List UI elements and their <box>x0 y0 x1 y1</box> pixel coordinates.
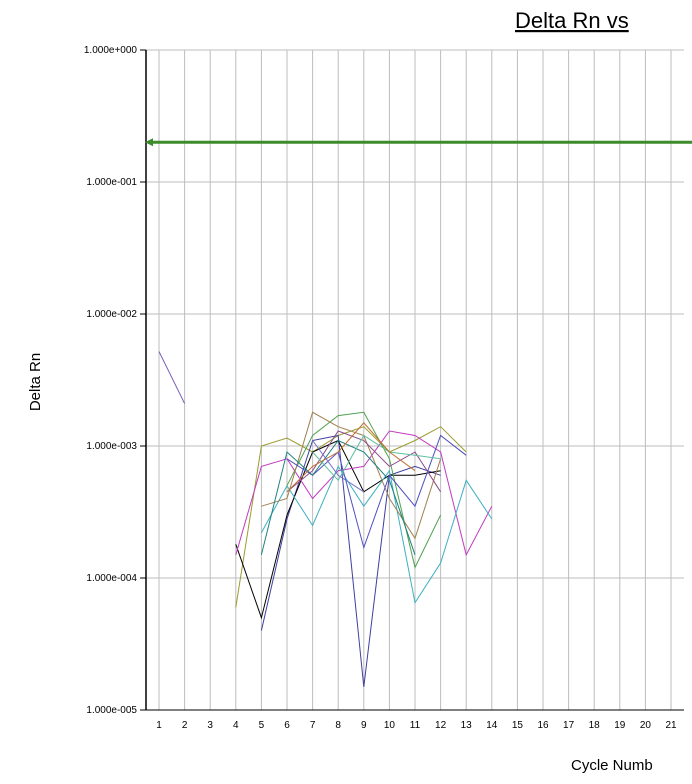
y-tick-label: 1.000e-005 <box>86 705 137 716</box>
x-tick-label: 21 <box>665 720 677 731</box>
chart-title: Delta Rn vs <box>515 8 629 33</box>
x-tick-label: 2 <box>182 720 188 731</box>
y-tick-label: 1.000e+000 <box>84 45 138 56</box>
data-series <box>158 351 493 687</box>
x-tick-label: 18 <box>589 720 601 731</box>
series-line-6 <box>260 465 493 605</box>
y-tick-label: 1.000e-001 <box>86 177 137 188</box>
series-line-10 <box>260 439 416 555</box>
axes <box>140 49 684 711</box>
x-tick-label: 9 <box>361 720 367 731</box>
series-line-9 <box>286 434 467 550</box>
y-tick-label: 1.000e-003 <box>86 441 137 452</box>
x-tick-label: 5 <box>259 720 265 731</box>
x-tick-label: 1 <box>156 720 162 731</box>
x-tick-label: 4 <box>233 720 239 731</box>
tick-labels: 1 2 3 4 5 6 7 8 9 10 11 12 13 14 15 16 17 18 19 20 211.000e+… <box>84 45 677 731</box>
x-tick-label: 7 <box>310 720 316 731</box>
x-tick-label: 20 <box>640 720 652 731</box>
threshold-arrow-icon <box>145 138 153 147</box>
series-line-13 <box>286 422 416 493</box>
x-tick-label: 15 <box>512 720 524 731</box>
x-tick-label: 12 <box>435 720 447 731</box>
y-tick-label: 1.000e-002 <box>86 309 137 320</box>
x-tick-label: 13 <box>461 720 473 731</box>
x-tick-label: 10 <box>384 720 396 731</box>
x-tick-label: 19 <box>614 720 626 731</box>
y-axis-label: Delta Rn <box>27 353 44 411</box>
y-tick-label: 1.000e-004 <box>86 573 137 584</box>
x-tick-label: 14 <box>486 720 498 731</box>
x-tick-label: 16 <box>537 720 549 731</box>
x-tick-label: 11 <box>410 720 421 731</box>
x-tick-label: 6 <box>284 720 290 731</box>
x-tick-label: 17 <box>563 720 575 731</box>
series-line-7 <box>286 411 442 569</box>
series-line-11 <box>286 430 442 493</box>
series-line-5 <box>235 430 493 557</box>
series-line-14 <box>312 440 365 493</box>
series-line-8 <box>261 411 442 540</box>
gridlines <box>146 49 684 711</box>
threshold-layer <box>145 138 692 147</box>
series-line-12 <box>312 434 441 482</box>
x-tick-label: 3 <box>207 720 213 731</box>
x-tick-label: 8 <box>335 720 341 731</box>
series-line-1 <box>158 351 186 404</box>
x-axis-label: Cycle Numb <box>571 757 653 774</box>
